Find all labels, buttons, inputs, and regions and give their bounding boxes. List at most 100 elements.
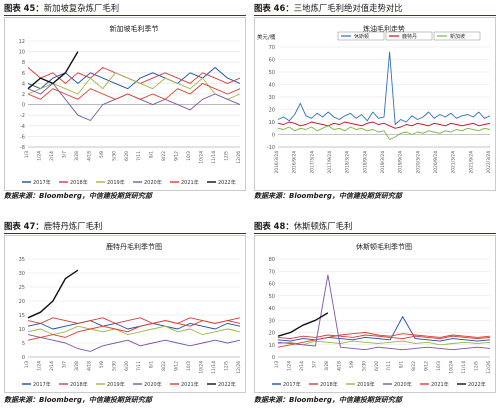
series-line bbox=[27, 317, 241, 341]
figure-title: 三地炼厂毛利绝对值走势对比 bbox=[293, 3, 403, 13]
x-tick-label: 5/30 bbox=[111, 361, 117, 371]
x-tick-label: 2019/9/24 bbox=[398, 151, 404, 174]
legend-label: 2021年 bbox=[181, 179, 199, 186]
x-tick-label: 2018/3/24 bbox=[345, 151, 351, 174]
x-tick-label: 2/14 bbox=[49, 151, 55, 161]
x-tick-label: 11/14 bbox=[211, 361, 217, 374]
panel-chart-46: 图表 46：三地炼厂毛利绝对值走势对比 炼油毛利走势 -10 0 10 20 30 40 50… bbox=[254, 2, 496, 202]
y-tick-label: 20 bbox=[269, 108, 275, 114]
chart-frame bbox=[254, 17, 496, 191]
legend-label: 新加坡 bbox=[450, 33, 465, 40]
x-tick-label: 8/1 bbox=[149, 151, 155, 158]
x-tick-label: 1/24 bbox=[36, 361, 42, 371]
legend-label: 2022年 bbox=[218, 381, 236, 388]
x-tick-label: 3/28 bbox=[324, 361, 330, 371]
x-tick-label: 9/12 bbox=[424, 361, 430, 371]
x-tick-label: 7/11 bbox=[386, 361, 392, 371]
legend-box bbox=[337, 31, 385, 41]
legend-label: 2017年 bbox=[33, 381, 51, 388]
y-tick-label: 35 bbox=[19, 257, 25, 263]
x-tick-label: 10/24 bbox=[199, 361, 205, 374]
y-tick-label: 5 bbox=[22, 341, 25, 347]
series-line bbox=[27, 269, 79, 319]
legend-label: 鹿特丹 bbox=[402, 33, 417, 40]
chart-title: 新加坡毛利季节 bbox=[110, 24, 159, 33]
y-tick-label: 10 bbox=[19, 327, 25, 333]
series-line bbox=[277, 121, 491, 129]
y-tick-label: -4 bbox=[20, 124, 25, 130]
panel-chart-47: 图表 47：鹿特丹炼厂毛利 鹿特丹毛利季节图 0 5 10 15 20 25 30 35 1/3 1… bbox=[4, 220, 246, 410]
x-tick-label: 3/7 bbox=[61, 361, 67, 368]
panel-chart-48: 图表 48：休斯顿炼厂毛利 休斯顿毛利季节图 0 10 20 30 40 50 60 70 80 1… bbox=[254, 220, 496, 410]
x-tick-label: 12/26 bbox=[236, 151, 242, 164]
x-tick-label: 10/24 bbox=[199, 151, 205, 164]
y-tick-label: 20 bbox=[269, 331, 275, 337]
y-tick-label: 10 bbox=[269, 343, 275, 349]
figure-title: 新加坡复杂炼厂毛利 bbox=[43, 3, 120, 13]
x-tick-label: 4/18 bbox=[336, 361, 342, 371]
x-tick-label: 11/14 bbox=[461, 361, 467, 374]
x-tick-label: 12/5 bbox=[474, 361, 480, 371]
y-tick-label: 15 bbox=[19, 313, 25, 319]
panel-header: 图表 47：鹿特丹炼厂毛利 bbox=[4, 220, 246, 234]
chart-45-svg: 新加坡毛利季节 -8 -6 -4 -2 0 2 4 6 8 10 12 1/3 1/24 2/14 3/7 3/… bbox=[4, 17, 246, 191]
x-tick-label: 5/9 bbox=[99, 151, 105, 158]
source-note: 数据来源：Bloomberg，中信建投期货研究部 bbox=[254, 192, 402, 200]
series-line bbox=[27, 72, 241, 100]
series-line bbox=[27, 82, 241, 100]
figure-title: 鹿特丹炼厂毛利 bbox=[43, 221, 103, 231]
x-tick-label: 12/5 bbox=[224, 151, 230, 161]
x-tick-label: 5/9 bbox=[349, 361, 355, 368]
x-tick-label: 2019/3/24 bbox=[380, 151, 386, 174]
series-line bbox=[277, 316, 491, 342]
y-tick-label: 70 bbox=[269, 45, 275, 51]
chart-title: 休斯顿毛利季节图 bbox=[356, 242, 412, 251]
y-tick-label: 20 bbox=[19, 299, 25, 305]
y-tick-label: 30 bbox=[19, 271, 25, 277]
chart-title: 炼油毛利走势 bbox=[363, 24, 405, 33]
x-tick-label: 3/7 bbox=[311, 361, 317, 368]
figure-title: 休斯顿炼厂毛利 bbox=[293, 221, 353, 231]
x-tick-label: 1/24 bbox=[286, 361, 292, 371]
y-tick-label: -2 bbox=[20, 113, 25, 119]
x-tick-label: 1/3 bbox=[24, 151, 30, 158]
figure-number: 图表 47： bbox=[4, 221, 44, 231]
x-tick-label: 12/26 bbox=[486, 361, 492, 374]
legend-label: 2018年 bbox=[70, 381, 88, 388]
y-tick-label: -6 bbox=[20, 134, 25, 140]
x-tick-label: 1/3 bbox=[24, 361, 30, 368]
panel-header: 图表 46：三地炼厂毛利绝对值走势对比 bbox=[254, 2, 496, 16]
y-tick-label: 4 bbox=[22, 81, 25, 87]
y-tick-label: 60 bbox=[269, 58, 275, 64]
x-tick-label: 8/22 bbox=[161, 361, 167, 371]
legend-label: 2020年 bbox=[144, 381, 162, 388]
x-tick-label: 5/30 bbox=[361, 361, 367, 371]
y-tick-label: 50 bbox=[269, 294, 275, 300]
series-line bbox=[277, 340, 491, 346]
legend-box bbox=[433, 31, 481, 41]
legend-label: 2021年 bbox=[181, 381, 199, 388]
x-tick-label: 2/14 bbox=[299, 361, 305, 371]
series-line bbox=[277, 51, 491, 125]
y-tick-label: 10 bbox=[269, 120, 275, 126]
legend-label: 休斯顿 bbox=[354, 33, 369, 40]
x-tick-label: 12/5 bbox=[224, 361, 230, 371]
x-tick-label: 2020/9/24 bbox=[433, 151, 439, 174]
x-tick-label: 7/11 bbox=[136, 361, 142, 371]
x-tick-label: 6/20 bbox=[124, 151, 130, 161]
legend-label: 2018年 bbox=[70, 179, 88, 186]
chart-frame bbox=[4, 235, 246, 393]
x-tick-label: 6/20 bbox=[374, 361, 380, 371]
x-tick-label: 2020/3/24 bbox=[415, 151, 421, 174]
x-tick-label: 3/28 bbox=[74, 361, 80, 371]
x-tick-label: 9/12 bbox=[174, 151, 180, 161]
y-tick-label: 70 bbox=[269, 269, 275, 275]
source-note: 数据来源：Bloomberg，中信建投期货研究部 bbox=[4, 192, 152, 200]
series-line bbox=[277, 332, 491, 348]
x-tick-label: 2017/9/24 bbox=[327, 151, 333, 174]
y-tick-label: 0 bbox=[272, 355, 275, 361]
legend-label: 2017年 bbox=[283, 381, 301, 388]
x-tick-label: 4/18 bbox=[86, 361, 92, 371]
x-tick-label: 2016/9/24 bbox=[292, 151, 298, 174]
y-tick-label: 50 bbox=[269, 70, 275, 76]
